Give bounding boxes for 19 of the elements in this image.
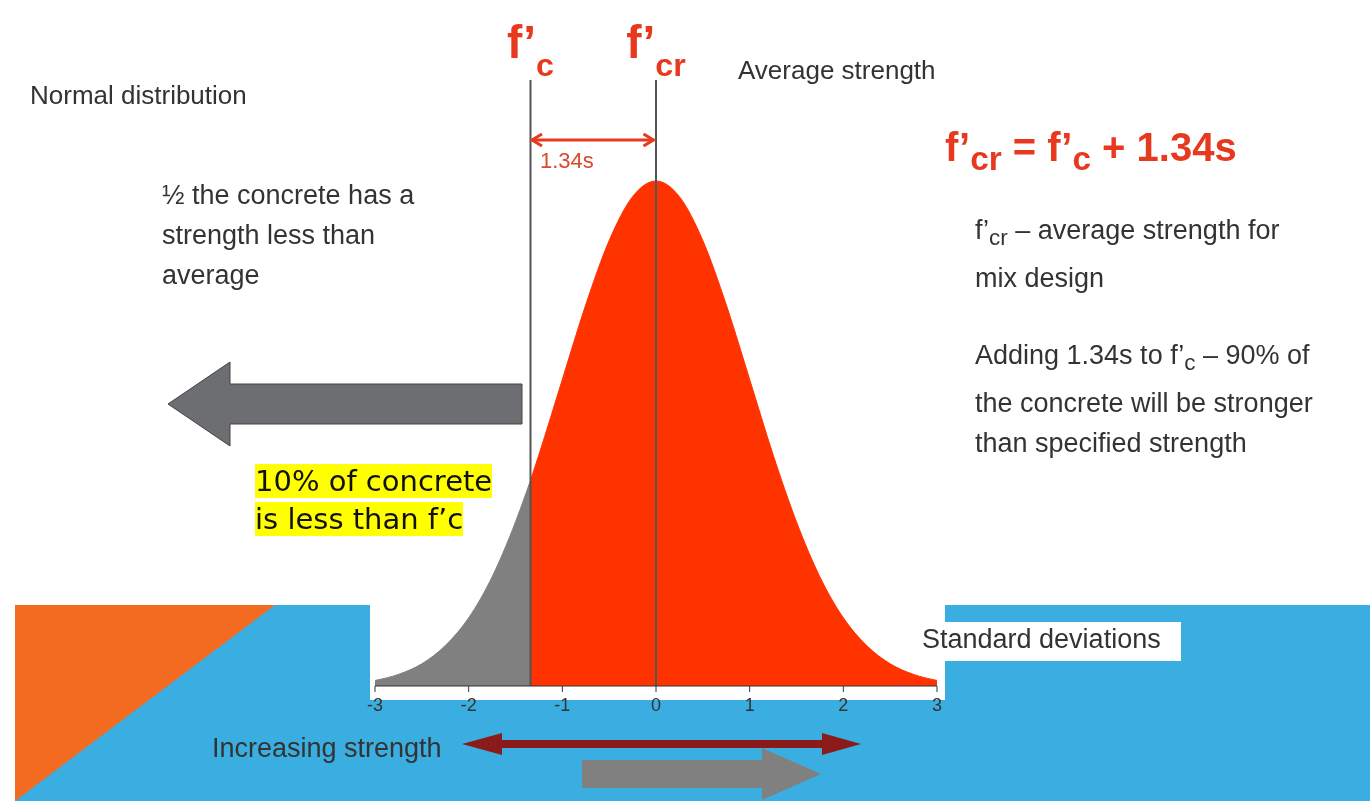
text: Normal distribution (30, 80, 247, 110)
ref-line-label: f’$_{c}$ (507, 16, 554, 83)
text: Increasing strength (212, 733, 442, 763)
x-tick-label: -1 (554, 694, 571, 715)
text: f’$_{cr}$ = f’$_{c}$ + 1.34s (945, 125, 1237, 177)
x-tick-label: -2 (460, 694, 477, 715)
x-tick-label: 2 (838, 694, 849, 715)
x-tick-label: 1 (744, 694, 755, 715)
annotation: ½ the concrete has a strength less than average (162, 180, 415, 290)
ref-line-label: f’$_{cr}$ (626, 16, 687, 83)
text: f’$_{cr}$ – average strength for mix design (975, 215, 1280, 294)
annotation: 10% of concrete is less than f’c (255, 464, 493, 536)
x-tick-label: 3 (931, 694, 943, 715)
x-axis-title: Standard deviations (910, 622, 1181, 661)
x-tick-label: 0 (650, 694, 662, 715)
text: 1.34s (540, 148, 594, 173)
x-tick-label: -3 (366, 694, 384, 715)
text: Average strength (738, 55, 936, 85)
text: Adding 1.34s to f’$_{c}$ – 90% of the concrete will be stronger than specified strength (975, 340, 1313, 459)
